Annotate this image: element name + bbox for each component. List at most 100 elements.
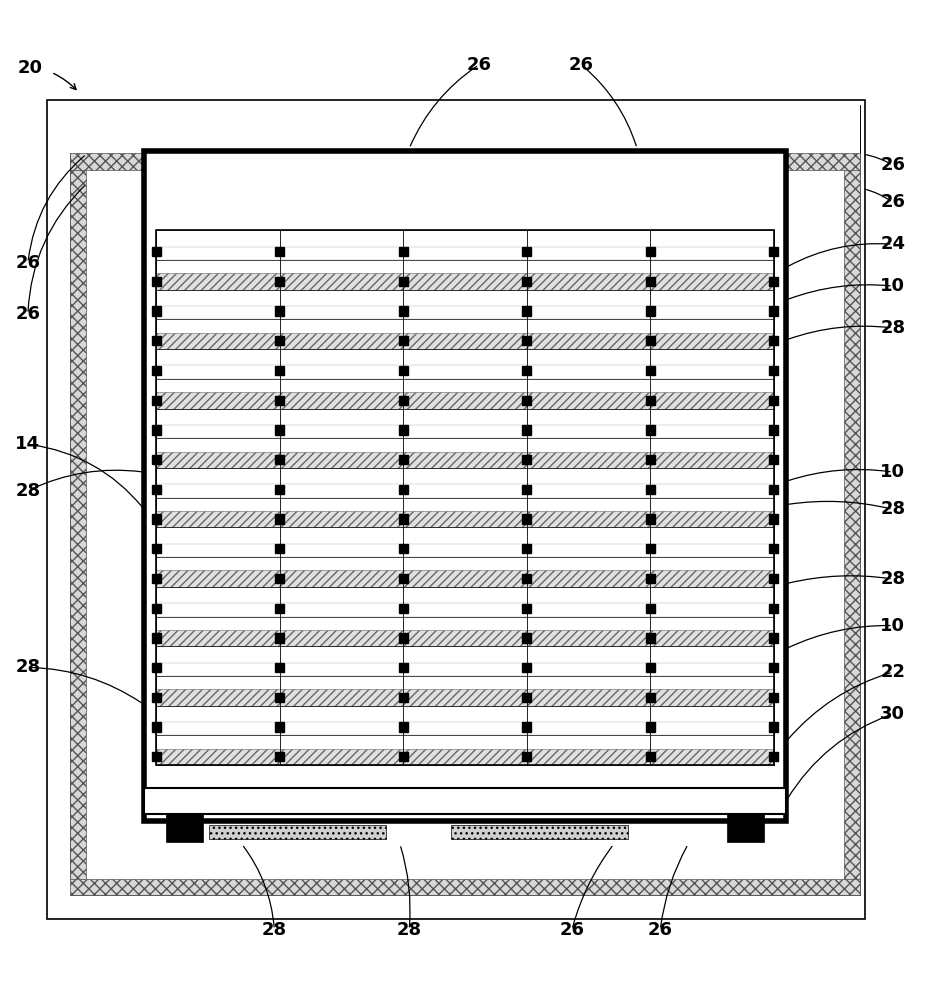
Bar bbox=[645, 306, 655, 316]
Bar bbox=[156, 392, 774, 409]
Bar bbox=[152, 396, 161, 405]
Bar bbox=[844, 170, 860, 879]
Text: 30: 30 bbox=[881, 705, 905, 723]
Bar bbox=[152, 514, 161, 524]
Bar bbox=[769, 604, 778, 613]
Text: 26: 26 bbox=[16, 305, 40, 323]
Bar bbox=[645, 485, 655, 494]
Bar bbox=[156, 452, 774, 468]
Bar bbox=[275, 752, 285, 761]
Bar bbox=[769, 366, 778, 375]
Bar bbox=[399, 604, 408, 613]
Bar bbox=[152, 574, 161, 583]
Bar bbox=[522, 663, 531, 672]
Bar bbox=[70, 879, 860, 895]
Text: 28: 28 bbox=[880, 570, 906, 588]
Bar bbox=[70, 879, 860, 895]
Text: 26: 26 bbox=[881, 156, 905, 174]
Bar bbox=[152, 336, 161, 345]
Bar bbox=[70, 105, 860, 153]
Bar bbox=[275, 425, 285, 435]
Bar bbox=[399, 366, 408, 375]
Bar bbox=[522, 306, 531, 316]
Bar bbox=[769, 633, 778, 643]
Bar bbox=[645, 514, 655, 524]
Bar bbox=[275, 604, 285, 613]
Bar bbox=[152, 425, 161, 435]
Bar bbox=[144, 151, 786, 821]
Bar bbox=[522, 366, 531, 375]
Bar bbox=[74, 109, 856, 891]
Bar bbox=[70, 105, 860, 895]
Bar bbox=[399, 425, 408, 435]
Text: 26: 26 bbox=[560, 921, 584, 939]
Bar bbox=[645, 336, 655, 345]
Bar bbox=[522, 633, 531, 643]
Bar bbox=[70, 170, 86, 879]
Bar bbox=[522, 336, 531, 345]
Bar bbox=[152, 455, 161, 464]
Bar bbox=[645, 574, 655, 583]
Bar bbox=[727, 814, 764, 842]
Bar bbox=[451, 825, 628, 839]
Bar bbox=[522, 455, 531, 464]
Bar bbox=[156, 689, 774, 706]
Bar bbox=[399, 306, 408, 316]
Bar bbox=[275, 544, 285, 553]
Bar bbox=[522, 693, 531, 702]
Bar bbox=[275, 306, 285, 316]
Bar bbox=[522, 514, 531, 524]
Bar bbox=[399, 247, 408, 256]
Bar bbox=[152, 722, 161, 732]
Bar bbox=[156, 663, 774, 676]
Bar bbox=[156, 230, 774, 765]
Bar bbox=[166, 814, 203, 842]
Bar bbox=[275, 693, 285, 702]
Bar bbox=[769, 485, 778, 494]
Bar bbox=[399, 752, 408, 761]
Bar bbox=[399, 485, 408, 494]
Bar bbox=[156, 544, 774, 557]
Bar bbox=[645, 544, 655, 553]
Bar bbox=[769, 574, 778, 583]
Bar bbox=[209, 825, 386, 839]
Bar bbox=[769, 277, 778, 286]
Text: 10: 10 bbox=[881, 277, 905, 295]
Bar bbox=[275, 574, 285, 583]
Bar bbox=[275, 455, 285, 464]
Bar bbox=[156, 425, 774, 438]
Bar bbox=[275, 514, 285, 524]
Bar bbox=[156, 365, 774, 379]
Text: 28: 28 bbox=[15, 658, 41, 676]
Bar bbox=[275, 247, 285, 256]
Bar bbox=[275, 485, 285, 494]
Bar bbox=[399, 663, 408, 672]
Bar bbox=[399, 396, 408, 405]
Bar bbox=[152, 604, 161, 613]
Bar bbox=[769, 455, 778, 464]
Bar bbox=[152, 693, 161, 702]
Bar bbox=[156, 230, 774, 765]
Bar bbox=[156, 306, 774, 319]
Text: 10: 10 bbox=[881, 617, 905, 635]
Bar bbox=[152, 247, 161, 256]
Bar bbox=[769, 247, 778, 256]
Text: 24: 24 bbox=[881, 235, 905, 253]
Text: 28: 28 bbox=[15, 482, 41, 500]
Bar bbox=[399, 722, 408, 732]
Text: 28: 28 bbox=[261, 921, 287, 939]
Bar bbox=[769, 693, 778, 702]
Bar bbox=[399, 633, 408, 643]
Bar bbox=[769, 514, 778, 524]
Bar bbox=[769, 425, 778, 435]
Bar bbox=[156, 273, 774, 290]
Bar bbox=[522, 752, 531, 761]
Bar bbox=[399, 455, 408, 464]
Bar bbox=[769, 722, 778, 732]
Bar bbox=[645, 455, 655, 464]
Text: 10: 10 bbox=[881, 463, 905, 481]
Bar bbox=[769, 544, 778, 553]
Bar bbox=[769, 396, 778, 405]
Text: 28: 28 bbox=[880, 319, 906, 337]
Bar bbox=[645, 663, 655, 672]
